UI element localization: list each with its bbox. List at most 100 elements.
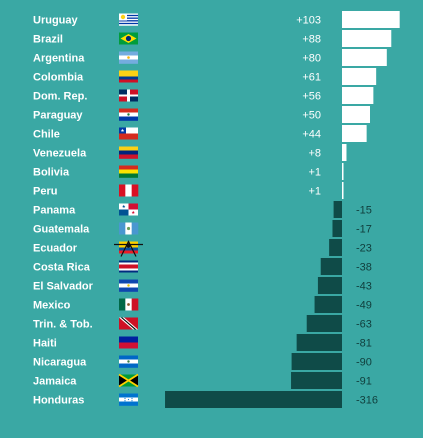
country-label: Colombia bbox=[33, 72, 84, 84]
value-label: +44 bbox=[302, 129, 321, 141]
value-label: +103 bbox=[296, 15, 321, 27]
peru-flag-icon bbox=[119, 184, 139, 197]
trinidad-and-tobago-flag-icon bbox=[119, 317, 138, 330]
value-label: +50 bbox=[302, 110, 321, 122]
brazil-flag-icon bbox=[119, 32, 138, 45]
bar-row-guatemala: Guatemala -17 bbox=[33, 220, 372, 237]
bar-row-brazil: Brazil +88 bbox=[33, 30, 392, 47]
bar bbox=[296, 334, 342, 351]
bar bbox=[342, 182, 344, 199]
bar bbox=[320, 258, 342, 275]
venezuela-flag-icon bbox=[119, 146, 138, 159]
value-label: -17 bbox=[356, 224, 372, 236]
country-label: Costa Rica bbox=[33, 262, 91, 274]
country-label: Argentina bbox=[33, 53, 85, 65]
honduras-flag-icon bbox=[119, 393, 138, 406]
bar-row-venezuela: Venezuela +8 bbox=[33, 144, 347, 161]
bar bbox=[342, 87, 374, 104]
country-label: Peru bbox=[33, 186, 57, 198]
bar bbox=[342, 11, 400, 28]
value-label: +1 bbox=[308, 186, 321, 198]
bar bbox=[333, 201, 342, 218]
bar bbox=[317, 277, 342, 294]
country-label: Jamaica bbox=[33, 376, 77, 388]
bar-row-argentina: Argentina +80 bbox=[33, 49, 387, 66]
value-label: -43 bbox=[356, 281, 372, 293]
country-label: Dom. Rep. bbox=[33, 91, 87, 103]
country-label: Venezuela bbox=[33, 148, 87, 160]
value-label: +8 bbox=[308, 148, 321, 160]
ecuador-flag-icon bbox=[114, 240, 143, 257]
value-label: -38 bbox=[356, 262, 372, 274]
country-label: Honduras bbox=[33, 395, 84, 407]
paraguay-flag-icon bbox=[119, 108, 138, 121]
bar bbox=[342, 106, 370, 123]
bar bbox=[165, 391, 342, 408]
bar bbox=[332, 220, 342, 237]
bar-row-dom-rep: Dom. Rep. +56 bbox=[33, 87, 374, 104]
bar-row-trin-tob: Trin. & Tob. -63 bbox=[33, 315, 372, 332]
country-label: Bolivia bbox=[33, 167, 70, 179]
country-label: Ecuador bbox=[33, 243, 78, 255]
el-salvador-flag-icon bbox=[119, 279, 138, 292]
bar-row-paraguay: Paraguay +50 bbox=[33, 106, 370, 123]
bar-row-ecuador: Ecuador -23 bbox=[33, 239, 372, 257]
bar-row-uruguay: Uruguay +103 bbox=[33, 11, 400, 28]
bar-row-chile: Chile +44 bbox=[33, 125, 367, 142]
value-label: -81 bbox=[356, 338, 372, 350]
bar bbox=[342, 163, 344, 180]
chile-flag-icon bbox=[119, 127, 138, 140]
panama-flag-icon bbox=[119, 203, 138, 216]
country-label: Chile bbox=[33, 129, 60, 141]
nicaragua-flag-icon bbox=[119, 355, 138, 368]
value-label: +61 bbox=[302, 72, 321, 84]
bar bbox=[342, 68, 377, 85]
country-label: Haiti bbox=[33, 338, 57, 350]
value-label: +88 bbox=[302, 34, 321, 46]
bar bbox=[342, 30, 392, 47]
colombia-flag-icon bbox=[119, 70, 138, 83]
bar bbox=[329, 239, 342, 256]
mexico-flag-icon bbox=[119, 298, 139, 311]
haiti-flag-icon bbox=[119, 336, 138, 349]
dominican-republic-flag-icon bbox=[119, 89, 138, 102]
bar-row-haiti: Haiti -81 bbox=[33, 334, 372, 351]
value-label: -316 bbox=[356, 395, 378, 407]
country-label: Paraguay bbox=[33, 110, 83, 122]
jamaica-flag-icon bbox=[118, 373, 139, 388]
country-label: El Salvador bbox=[33, 281, 94, 293]
value-label: -23 bbox=[356, 243, 372, 255]
bar bbox=[314, 296, 342, 313]
bar bbox=[342, 49, 387, 66]
bar bbox=[291, 372, 342, 389]
value-label: +56 bbox=[302, 91, 321, 103]
bar-row-bolivia: Bolivia +1 bbox=[33, 163, 344, 180]
value-label: +1 bbox=[308, 167, 321, 179]
value-label: -91 bbox=[356, 376, 372, 388]
country-label: Brazil bbox=[33, 34, 63, 46]
argentina-flag-icon bbox=[119, 51, 138, 64]
country-label: Uruguay bbox=[33, 15, 79, 27]
bar-row-nicaragua: Nicaragua -90 bbox=[33, 353, 372, 370]
bar-row-honduras: Honduras -316 bbox=[33, 391, 378, 408]
bar bbox=[291, 353, 342, 370]
bolivia-flag-icon bbox=[119, 165, 138, 178]
bar-row-costa-rica: Costa Rica -38 bbox=[33, 258, 372, 275]
country-label: Mexico bbox=[33, 300, 71, 312]
bar-row-jamaica: Jamaica -91 bbox=[33, 372, 372, 389]
value-label: -63 bbox=[356, 319, 372, 331]
country-label: Nicaragua bbox=[33, 357, 87, 369]
value-label: +80 bbox=[302, 53, 321, 65]
bar-row-panama: Panama -15 bbox=[33, 201, 372, 218]
bar-row-mexico: Mexico -49 bbox=[33, 296, 372, 313]
value-label: -49 bbox=[356, 300, 372, 312]
bar bbox=[342, 144, 347, 161]
country-label: Guatemala bbox=[33, 224, 90, 236]
value-label: -90 bbox=[356, 357, 372, 369]
bar bbox=[306, 315, 342, 332]
value-label: -15 bbox=[356, 205, 372, 217]
bar-row-colombia: Colombia +61 bbox=[33, 68, 377, 85]
bar bbox=[342, 125, 367, 142]
country-label: Panama bbox=[33, 205, 76, 217]
